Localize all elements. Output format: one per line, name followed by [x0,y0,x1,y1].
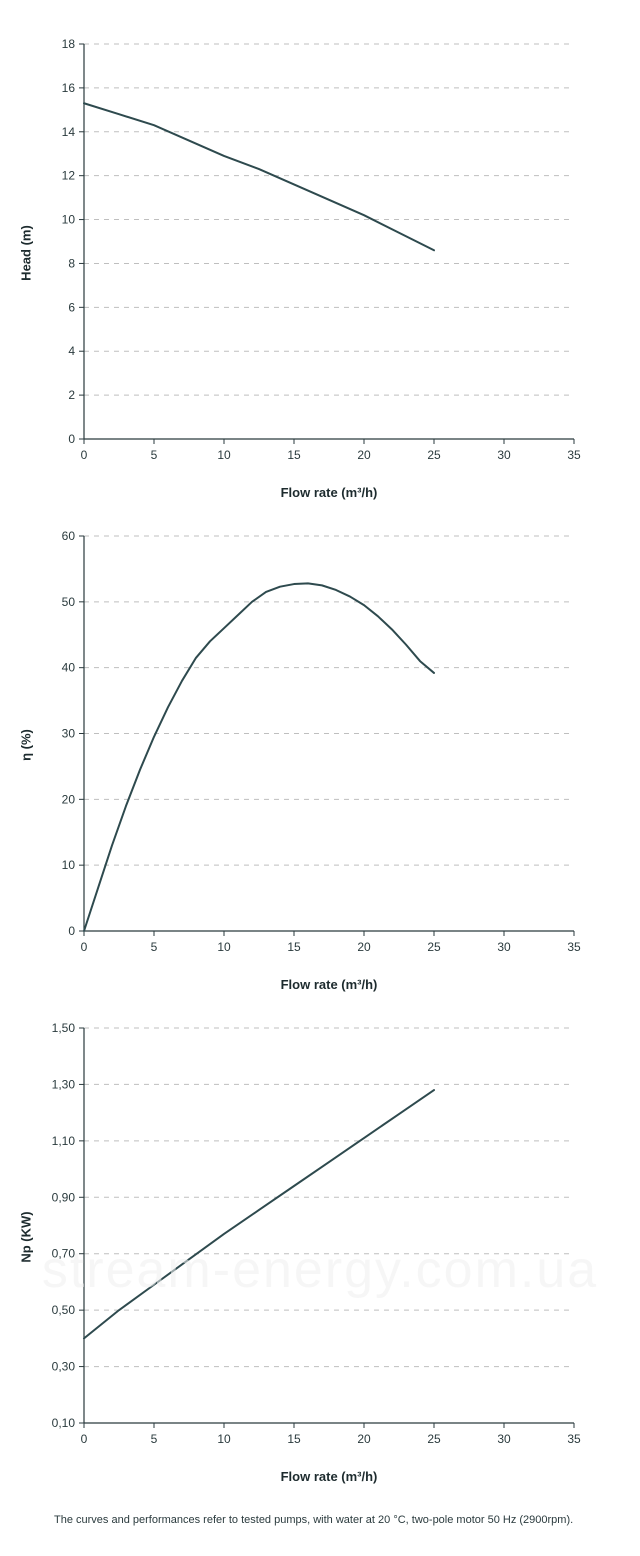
svg-text:10: 10 [62,213,76,227]
svg-text:50: 50 [62,595,76,609]
svg-text:30: 30 [497,448,511,462]
svg-text:25: 25 [427,1432,441,1446]
svg-text:25: 25 [427,448,441,462]
svg-text:18: 18 [62,38,76,51]
efficiency-chart-svg: 0 10 20 30 40 50 60 0 5 10 15 20 25 30 35 [10,530,586,959]
svg-text:12: 12 [62,169,76,183]
svg-text:0,10: 0,10 [52,1416,76,1430]
efficiency-chart-container: η (%) 0 10 20 30 40 50 60 0 5 10 15 20 25 30 35 [10,530,600,959]
svg-text:20: 20 [357,940,371,954]
svg-text:1,10: 1,10 [52,1134,76,1148]
svg-text:4: 4 [68,344,75,358]
head-chart-svg: 0 2 4 6 8 10 12 14 16 18 0 5 10 15 20 25 30 35 [10,38,586,467]
svg-text:5: 5 [151,940,158,954]
svg-text:14: 14 [62,125,76,139]
footnote-text: The curves and performances refer to tes… [10,1514,600,1526]
svg-text:0,30: 0,30 [52,1360,76,1374]
svg-text:40: 40 [62,661,76,675]
svg-text:10: 10 [62,858,76,872]
svg-text:15: 15 [287,940,301,954]
svg-text:1,30: 1,30 [52,1077,76,1091]
svg-text:0,50: 0,50 [52,1303,76,1317]
power-chart-svg: 0,10 0,30 0,50 0,70 0,90 1,10 1,30 1,50 0 5 10 15 20… [10,1022,586,1451]
svg-text:35: 35 [567,1432,581,1446]
svg-text:0: 0 [81,448,88,462]
svg-text:20: 20 [62,792,76,806]
svg-text:15: 15 [287,448,301,462]
svg-text:10: 10 [217,940,231,954]
svg-text:0: 0 [81,1432,88,1446]
svg-text:60: 60 [62,530,76,543]
svg-text:0: 0 [81,940,88,954]
efficiency-chart-xlabel: Flow rate (m³/h) [84,977,574,992]
svg-text:35: 35 [567,940,581,954]
svg-text:2: 2 [68,388,75,402]
power-chart-container: Np (KW) 0,10 0,30 0,50 0,70 0,90 1,10 1,30 1,50… [10,1022,600,1451]
svg-text:30: 30 [497,1432,511,1446]
head-chart-ylabel: Head (m) [19,225,34,281]
head-chart-container: Head (m) 0 2 4 6 8 10 12 14 16 18 0 5 10 15 20 25 30 35 [10,38,600,467]
svg-text:0,90: 0,90 [52,1190,76,1204]
power-chart-ylabel: Np (KW) [19,1211,34,1262]
svg-text:20: 20 [357,448,371,462]
svg-text:0: 0 [68,432,75,446]
efficiency-chart-ylabel: η (%) [19,729,34,761]
svg-text:15: 15 [287,1432,301,1446]
power-chart-xlabel: Flow rate (m³/h) [84,1469,574,1484]
svg-text:20: 20 [357,1432,371,1446]
svg-text:25: 25 [427,940,441,954]
svg-text:0: 0 [68,924,75,938]
svg-text:35: 35 [567,448,581,462]
svg-text:5: 5 [151,1432,158,1446]
svg-text:30: 30 [62,727,76,741]
svg-text:16: 16 [62,81,76,95]
svg-text:30: 30 [497,940,511,954]
svg-text:5: 5 [151,448,158,462]
svg-text:8: 8 [68,256,75,270]
svg-text:6: 6 [68,300,75,314]
svg-text:10: 10 [217,448,231,462]
svg-text:10: 10 [217,1432,231,1446]
svg-text:0,70: 0,70 [52,1247,76,1261]
svg-text:1,50: 1,50 [52,1022,76,1035]
head-chart-xlabel: Flow rate (m³/h) [84,485,574,500]
